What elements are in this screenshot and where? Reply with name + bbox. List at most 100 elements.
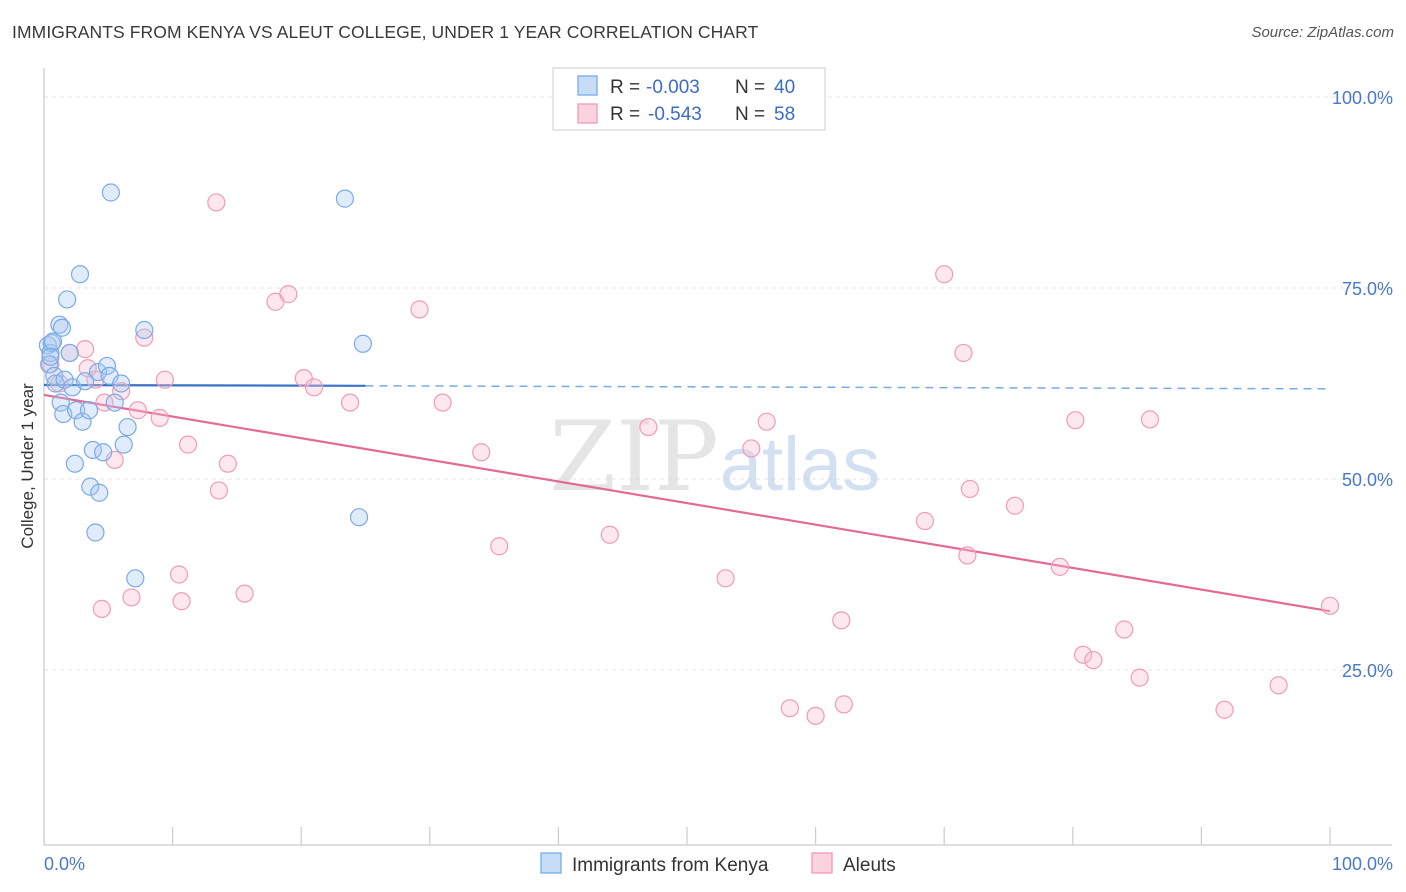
aleuts-point-55 [1320,596,1340,615]
aleuts-point-12 [135,328,154,347]
aleuts-point-39 [834,695,853,714]
kenya-point-35 [126,569,145,588]
aleuts-point-36 [780,699,799,718]
gridlines [44,96,1392,671]
aleuts-point-16 [172,592,191,611]
series-legend: Immigrants from Kenya Aleuts [540,852,896,876]
aleuts-point-40 [915,511,935,531]
aleuts-point-14 [155,370,174,389]
aleuts-point-47 [1066,411,1085,430]
legend-r-label-aleuts: R = [610,104,640,125]
aleuts-point-7 [95,393,114,412]
aleuts-point-35 [757,412,776,431]
kenya-point-21 [79,401,99,420]
kenya-point-2 [40,355,59,374]
aleuts-point-54 [1269,676,1288,695]
aleuts-point-25 [304,378,324,397]
watermark: ZIP atlas [549,401,880,513]
kenya-point-16 [65,454,84,473]
y-tick-label-2: 50.0% [1342,470,1393,490]
kenya-point-37 [335,189,355,208]
aleuts-point-50 [1115,620,1134,639]
aleuts-point-10 [122,588,141,607]
axes [43,68,1392,846]
kenya-point-17 [67,401,86,420]
aleuts-point-9 [112,382,131,401]
kenya-point-27 [94,443,113,462]
aleuts-point-45 [1005,496,1025,515]
kenya-point-22 [81,477,100,496]
aleuts-point-46 [1050,557,1070,576]
kenya-point-9 [52,318,72,337]
aleuts-point-41 [935,265,954,284]
aleuts-point-28 [433,393,452,412]
kenya-point-8 [50,315,69,334]
x-tick-label-1: 100.0% [1332,854,1393,874]
kenya-point-25 [88,362,108,382]
kenya-point-5 [41,347,60,366]
watermark-atlas: atlas [720,422,881,507]
aleuts-point-30 [490,537,509,556]
aleuts-trend-line [43,393,1331,613]
aleuts-point-15 [169,565,189,584]
kenya-point-31 [105,393,124,412]
legend-swatch-kenya [577,75,598,96]
aleuts-point-21 [235,584,254,603]
aleuts-point-3 [76,340,95,359]
kenya-trend-line [43,383,366,387]
kenya-point-20 [76,372,95,391]
aleuts-point-6 [92,599,111,618]
aleuts-point-11 [128,401,147,420]
series-legend-label-kenya: Immigrants from Kenya [572,855,769,876]
aleuts-point-34 [742,439,761,458]
aleuts-point-13 [150,408,169,427]
kenya-point-4 [43,332,63,351]
watermark-zip: ZIP [549,401,718,513]
aleuts-point-29 [472,443,491,462]
kenya-point-14 [60,343,79,363]
aleuts-point-48 [1073,645,1093,664]
series-legend-swatch-kenya [540,852,562,874]
legend-swatch-aleuts [577,103,598,124]
kenya-point-33 [114,435,133,454]
y-tick-label-1: 75.0% [1342,279,1393,299]
series-legend-label-aleuts: Aleuts [843,855,896,876]
chart-title: IMMIGRANTS FROM KENYA VS ALEUT COLLEGE, … [12,22,759,42]
kenya-point-38 [349,508,369,527]
aleuts-point-52 [1140,410,1160,429]
kenya-point-36 [135,320,154,340]
aleuts-point-18 [207,193,226,212]
kenya-point-26 [90,483,109,502]
legend-r-value-kenya: -0.003 [646,77,700,98]
aleuts-point-33 [716,569,735,588]
data-points [38,183,1340,725]
aleuts-point-53 [1215,700,1234,719]
aleuts-point-31 [600,525,619,544]
aleuts-point-42 [954,343,973,363]
legend-n-value-aleuts: 58 [774,104,795,125]
stats-legend: R = -0.003 N = 40 R = -0.543 N = 58 [552,67,826,131]
kenya-point-24 [86,523,105,542]
y-tick-label-0: 100.0% [1332,88,1393,108]
kenya-point-32 [112,374,131,393]
legend-n-label-aleuts: N = [735,104,765,125]
aleuts-point-38 [832,611,851,630]
y-tick-label-3: 25.0% [1342,661,1393,681]
aleuts-point-24 [294,369,313,388]
aleuts-point-17 [178,435,198,454]
aleuts-point-32 [639,417,658,437]
aleuts-point-26 [340,393,360,412]
kenya-point-39 [353,334,373,353]
aleuts-point-44 [960,479,980,499]
tick-labels: 100.0% 75.0% 50.0% 25.0% 0.0% 100.0% [44,88,1393,874]
series-legend-swatch-aleuts [811,852,833,874]
aleuts-point-37 [806,706,825,725]
kenya-point-12 [55,370,74,389]
legend-r-label-kenya: R = [610,77,640,98]
aleuts-point-51 [1130,668,1149,687]
kenya-point-10 [51,393,70,412]
kenya-point-6 [45,366,64,385]
trend-lines [43,383,1331,613]
aleuts-point-27 [410,300,429,319]
